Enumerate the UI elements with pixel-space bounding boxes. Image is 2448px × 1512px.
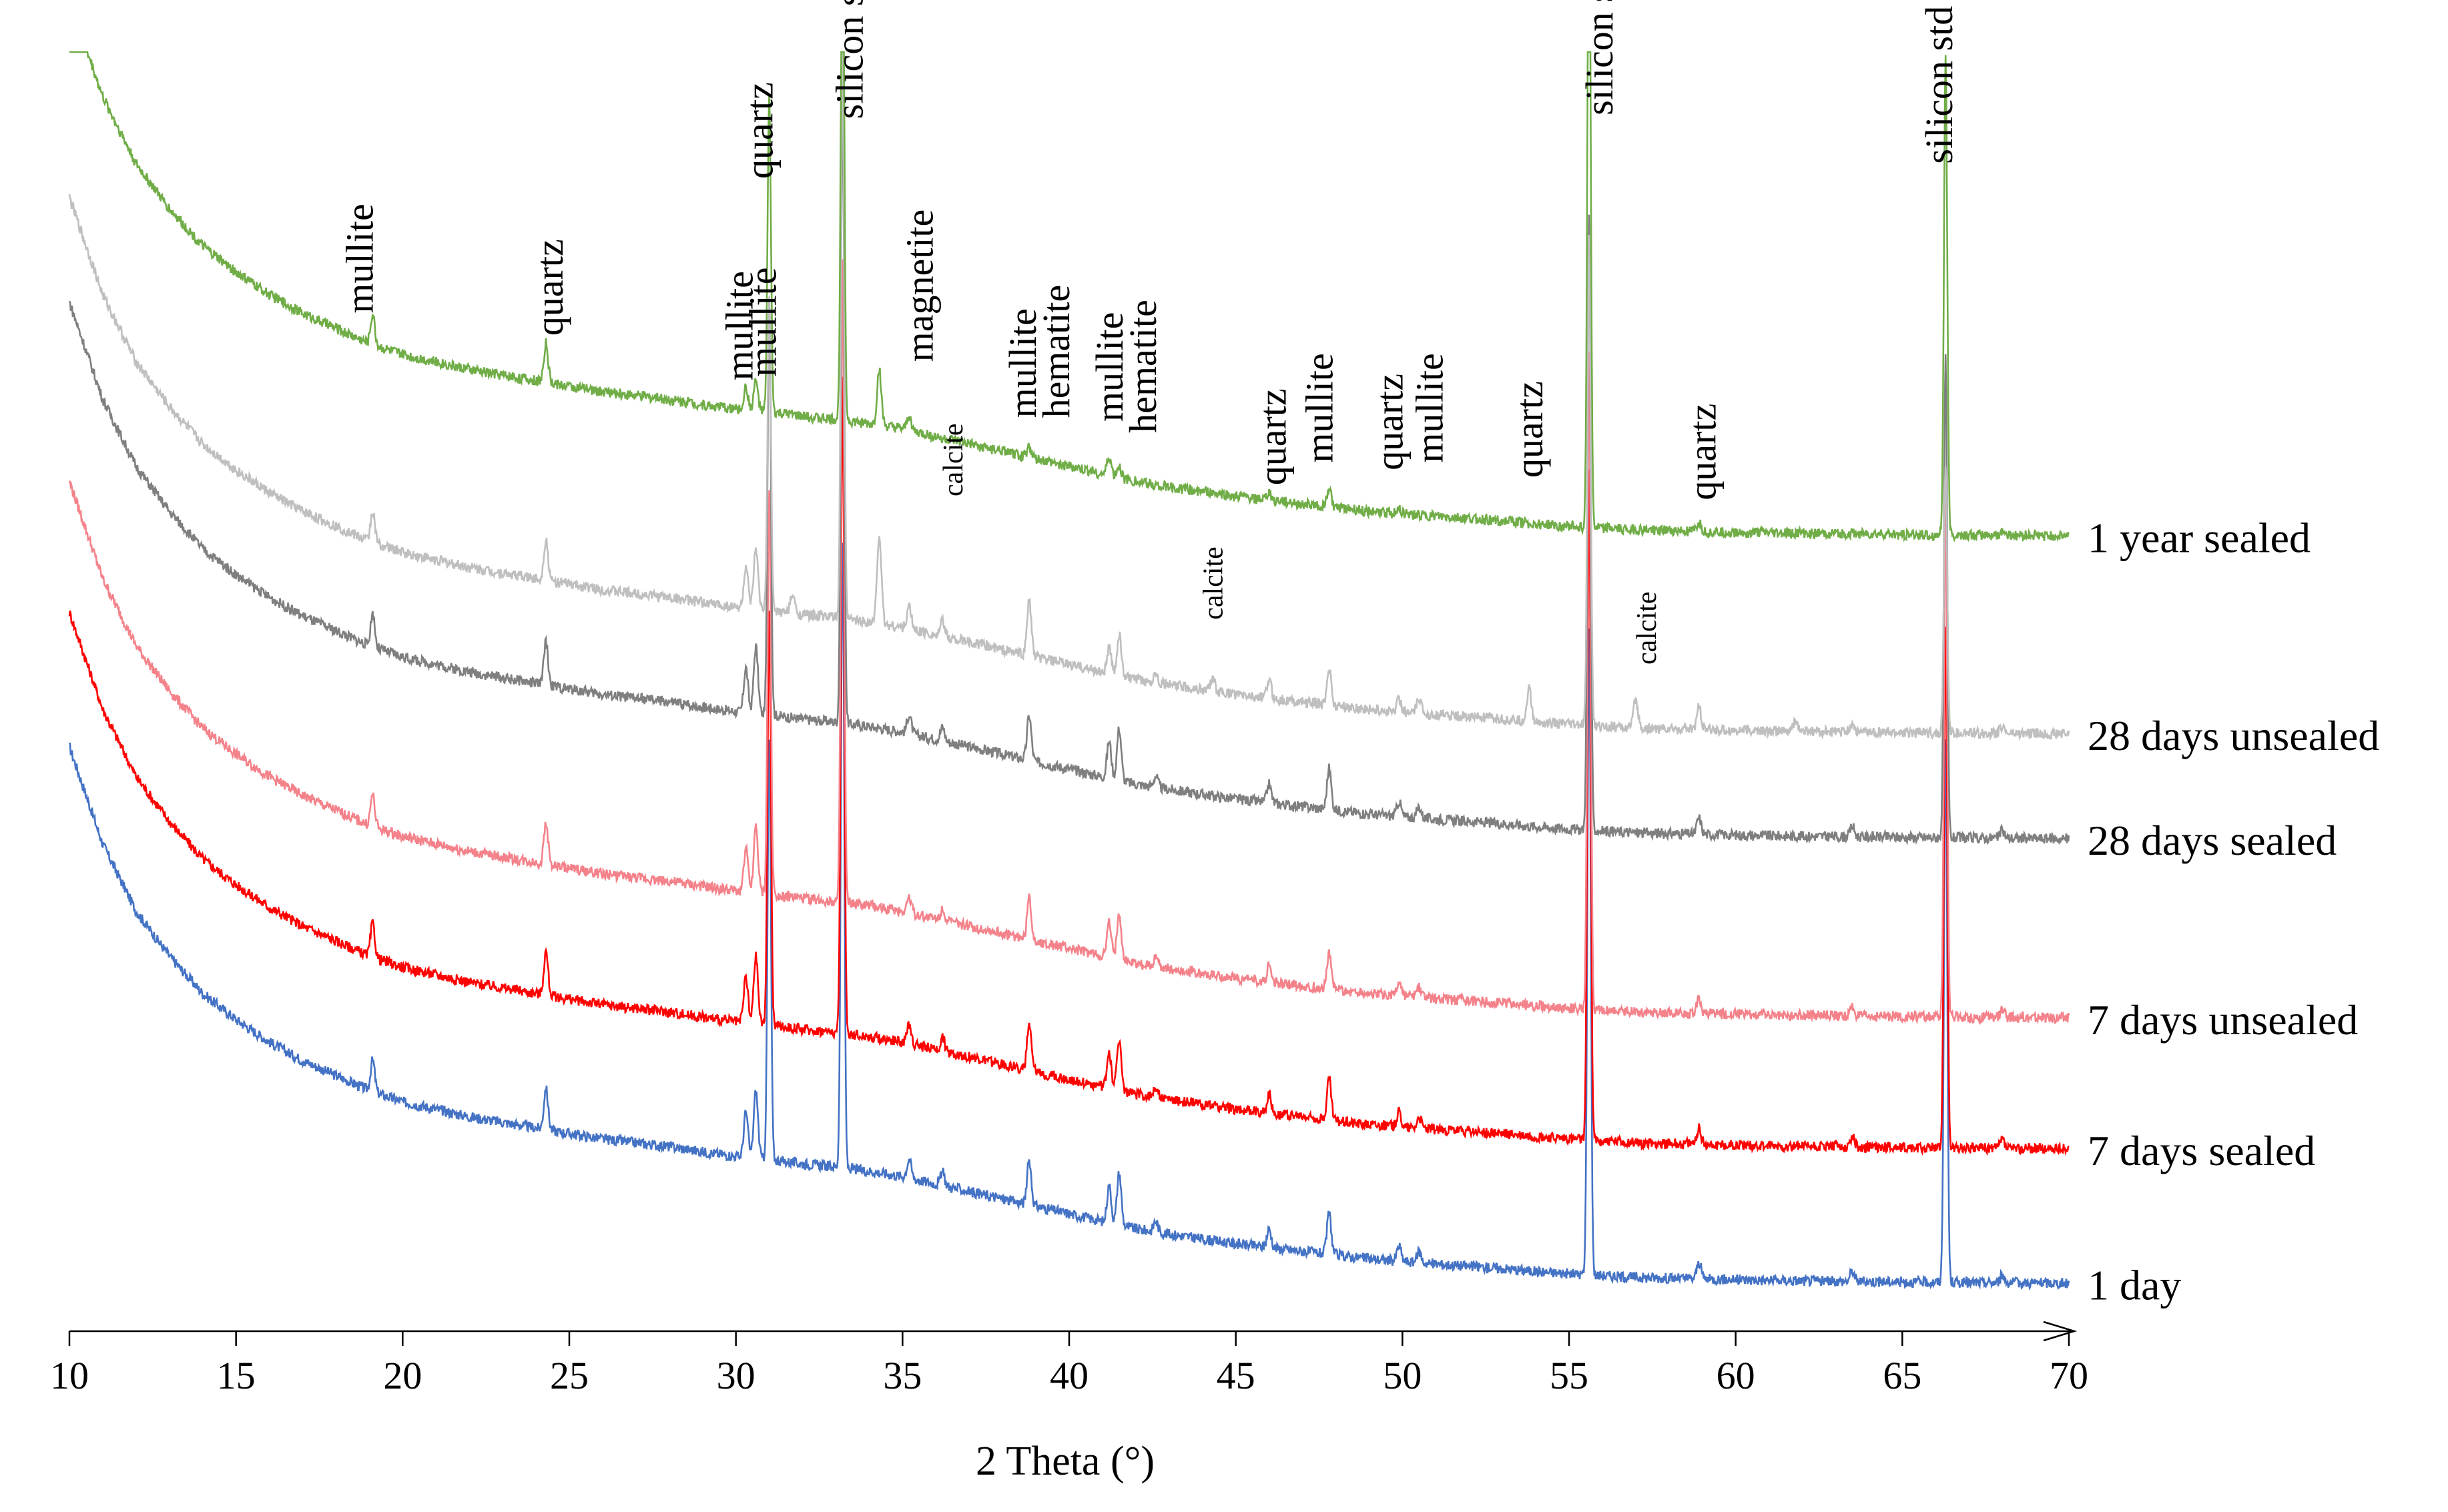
series-label: 1 day: [2088, 1261, 2181, 1308]
peak-annotation: mullite: [718, 271, 761, 380]
x-axis: 10 15 20 25 30 35 40 45 50 55 60 65 70: [50, 1320, 2088, 1397]
x-tick-label: 55: [1550, 1354, 1588, 1397]
x-tick-label: 50: [1383, 1354, 1422, 1397]
series-line-7-days-unsealed: [68, 259, 2070, 1026]
series-labels: 1 day 7 days sealed 7 days unsealed 28 days…: [2088, 514, 2379, 1308]
x-axis-title: 2 Theta (°): [976, 1439, 1155, 1484]
annotation-calcite: calcite: [938, 423, 969, 496]
peak-annotation: quartz: [1681, 404, 1725, 500]
series-line-28-days-sealed: [68, 78, 2070, 845]
x-tick-label: 45: [1217, 1354, 1255, 1397]
peak-annotation: hematite: [1121, 300, 1165, 433]
annotation-calcite: calcite: [1199, 546, 1229, 620]
series-label: 28 days sealed: [2088, 817, 2337, 864]
series-label: 1 year sealed: [2088, 514, 2311, 561]
x-tick-label: 10: [50, 1354, 89, 1397]
x-tick-label: 70: [2050, 1354, 2088, 1397]
peak-annotation: mullite: [1408, 353, 1451, 462]
peak-annotation: quartz: [528, 239, 571, 336]
peak-annotation: quartz: [738, 82, 782, 179]
x-tick-label: 20: [383, 1354, 422, 1397]
x-tick-label: 15: [217, 1354, 256, 1397]
x-tick-label: 40: [1050, 1354, 1089, 1397]
peak-annotation: quartz: [1508, 381, 1551, 478]
series-label: 7 days unsealed: [2088, 996, 2358, 1044]
peak-annotation: mullite: [741, 267, 785, 376]
series-label: 7 days sealed: [2088, 1127, 2315, 1174]
x-tick-label: 60: [1717, 1354, 1755, 1397]
peak-annotations: mullite quartz mullitemullitequartzsilicon…: [338, 0, 1961, 665]
peak-annotation: mullite: [1001, 308, 1044, 418]
peak-annotation: quartz: [1251, 388, 1295, 485]
series-line-1-year-sealed: [69, 51, 2070, 543]
series-layer: [68, 51, 2070, 1291]
series-line-28-days-unsealed: [68, 51, 2070, 741]
peak-annotation: mullite: [1298, 353, 1341, 462]
series-line-1-day: [68, 542, 2070, 1291]
x-tick-label: 35: [883, 1354, 922, 1397]
x-tick-label: 25: [550, 1354, 589, 1397]
peak-annotation: silicon std: [828, 0, 871, 119]
peak-annotation: hematite: [1034, 285, 1078, 418]
x-tick-label: 65: [1883, 1354, 1921, 1397]
peak-annotation: silicon std: [1917, 6, 1961, 164]
peak-annotation: magnetite: [898, 210, 941, 362]
peak-annotation: quartz: [1367, 374, 1411, 470]
annotation-calcite: calcite: [1632, 591, 1662, 665]
x-tick-label: 30: [717, 1354, 755, 1397]
x-axis-arrow: [2043, 1320, 2078, 1342]
peak-annotation: mullite: [338, 204, 381, 313]
peak-annotation: mullite: [1088, 312, 1131, 422]
series-label: 28 days unsealed: [2088, 712, 2379, 759]
peak-annotation: silicon std: [1578, 0, 1621, 115]
series-line-7-days-sealed: [68, 376, 2070, 1156]
